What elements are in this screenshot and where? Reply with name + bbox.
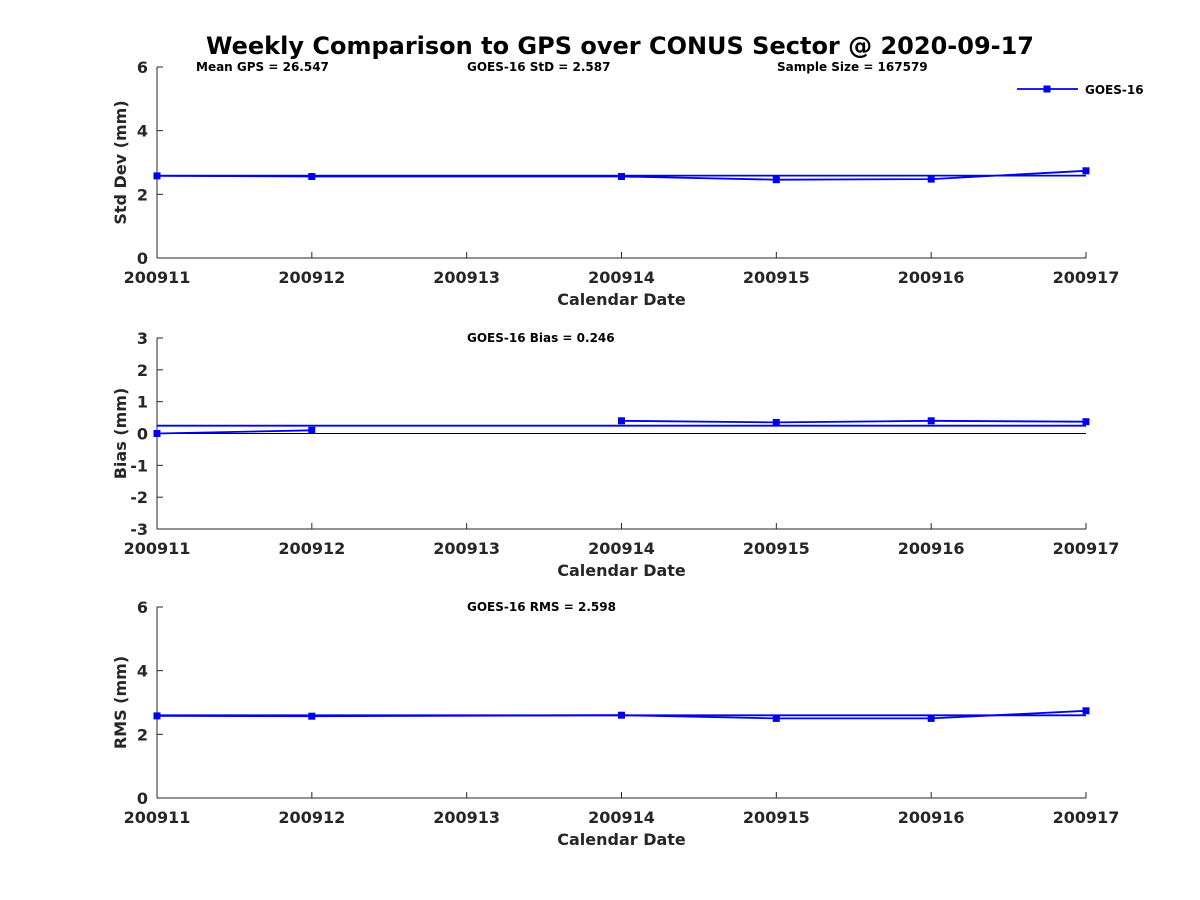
data-point: [1082, 167, 1090, 175]
data-point: [308, 426, 316, 434]
y-tick-label: -3: [130, 520, 148, 539]
data-point: [1082, 707, 1090, 715]
stat-annotation: GOES-16 StD = 2.587: [467, 60, 610, 74]
stat-annotation: Sample Size = 167579: [777, 60, 928, 74]
legend-marker: [1043, 85, 1051, 93]
x-tick-label: 200914: [588, 539, 655, 558]
x-tick-label: 200911: [124, 268, 191, 287]
x-tick-label: 200912: [278, 808, 345, 827]
x-tick-label: 200912: [278, 268, 345, 287]
panel-3: 0 2 4 6 200911 200912 200913 200914 200915 200916…: [111, 598, 1119, 849]
data-point: [618, 417, 625, 425]
panel-2: -3 -2 -1 0 1 2 3 200911 200912 200913 200914 200915…: [111, 329, 1119, 580]
x-tick-label: 200913: [433, 808, 500, 827]
data-point: [927, 175, 935, 183]
data-point: [772, 418, 780, 426]
x-tick-label: 200913: [433, 539, 500, 558]
y-tick-label: 2: [137, 725, 148, 744]
y-axis-label: RMS (mm): [111, 656, 130, 749]
stat-annotation: GOES-16 RMS = 2.598: [467, 600, 616, 614]
y-tick-label: 2: [137, 361, 148, 380]
y-tick-label: 2: [137, 185, 148, 204]
x-tick-label: 200913: [433, 268, 500, 287]
x-tick-label: 200914: [588, 808, 655, 827]
x-tick-label: 200915: [743, 539, 810, 558]
y-tick-label: 4: [137, 662, 148, 681]
data-point: [308, 712, 316, 720]
data-point: [927, 417, 935, 425]
y-tick-label: 3: [137, 329, 148, 348]
data-point: [1082, 418, 1090, 426]
x-axis-label: Calendar Date: [557, 561, 686, 580]
x-tick-label: 200916: [898, 268, 965, 287]
y-tick-label: 6: [137, 598, 148, 617]
y-tick-label: 1: [137, 393, 148, 412]
x-tick-label: 200915: [743, 808, 810, 827]
panel-1: 0 2 4 6 200911 200912 200913 200914 200915 200916…: [111, 58, 1119, 309]
stat-annotation: GOES-16 Bias = 0.246: [467, 331, 615, 345]
x-tick-label: 200917: [1053, 268, 1120, 287]
panels: 0 2 4 6 200911 200912 200913 200914 200915 200916…: [111, 58, 1119, 849]
y-tick-label: 0: [137, 249, 148, 268]
x-tick-label: 200917: [1053, 539, 1120, 558]
y-tick-label: 4: [137, 122, 148, 141]
y-tick-label: 0: [137, 425, 148, 444]
series-line: [621, 419, 1087, 424]
data-point: [153, 430, 161, 437]
x-tick-label: 200917: [1053, 808, 1120, 827]
x-tick-label: 200915: [743, 268, 810, 287]
y-axis-label: Bias (mm): [111, 388, 130, 480]
data-point: [772, 714, 780, 722]
data-point: [772, 176, 780, 184]
stat-annotation: Mean GPS = 26.547: [196, 60, 329, 74]
series-line: [156, 429, 312, 435]
y-axis-label: Std Dev (mm): [111, 100, 130, 224]
x-tick-label: 200914: [588, 268, 655, 287]
x-tick-label: 200916: [898, 808, 965, 827]
x-axis-label: Calendar Date: [557, 290, 686, 309]
x-tick-label: 200911: [124, 808, 191, 827]
legend-label: GOES-16: [1085, 83, 1144, 97]
x-tick-label: 200916: [898, 539, 965, 558]
chart-title: Weekly Comparison to GPS over CONUS Sect…: [206, 32, 1034, 60]
y-tick-label: 6: [137, 58, 148, 77]
x-axis-label: Calendar Date: [557, 830, 686, 849]
y-tick-label: -2: [130, 488, 148, 507]
data-point: [927, 714, 935, 722]
x-tick-label: 200911: [124, 539, 191, 558]
y-tick-label: -1: [130, 456, 148, 475]
legend: GOES-16: [1017, 83, 1144, 97]
y-tick-label: 0: [137, 789, 148, 808]
x-tick-label: 200912: [278, 539, 345, 558]
